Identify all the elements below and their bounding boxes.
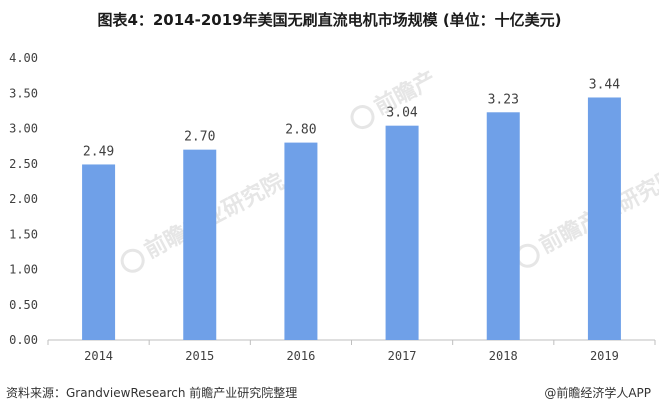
bar [587,97,621,340]
y-tick-label: 0.50 [9,298,38,312]
data-label: 3.04 [386,106,417,121]
source-note: 资料来源：GrandviewResearch 前瞻产业研究院整理 [6,386,298,400]
data-label: 3.44 [589,77,620,92]
credit-note: @前瞻经济学人APP [544,386,651,400]
x-tick-label: 2019 [590,349,619,363]
bar [486,112,520,340]
x-tick-label: 2014 [84,349,113,363]
bar-chart: 0.00 0.50 1.00 1.50 2.00 2.50 3.00 3.50 4.00 2.49… [9,51,656,363]
data-label: 2.49 [83,144,114,159]
bar [284,142,318,340]
x-tick-label: 2015 [185,349,214,363]
bar [82,164,116,340]
y-tick-label: 1.00 [9,263,38,277]
y-tick-label: 3.00 [9,122,38,136]
bar [385,125,419,341]
y-tick-label: 1.50 [9,227,38,241]
x-tick-label: 2018 [489,349,518,363]
bar [183,149,217,340]
footer: 资料来源：GrandviewResearch 前瞻产业研究院整理 @前瞻经济学人… [0,384,659,404]
x-tick-label: 2017 [388,349,417,363]
data-label: 2.70 [184,130,215,145]
y-tick-label: 2.50 [9,157,38,171]
y-tick-label: 4.00 [9,51,38,65]
chart-title: 图表4：2014-2019年美国无刷直流电机市场规模 (单位：十亿美元) [97,11,562,29]
data-label: 2.80 [285,123,316,138]
y-tick-label: 2.00 [9,192,38,206]
y-tick-label: 0.00 [9,333,38,347]
x-tick-label: 2016 [286,349,315,363]
y-tick-label: 3.50 [9,86,38,100]
chart-area: 0.00 0.50 1.00 1.50 2.00 2.50 3.00 3.50 4.00 2.49… [0,40,659,370]
data-label: 3.23 [488,92,519,107]
